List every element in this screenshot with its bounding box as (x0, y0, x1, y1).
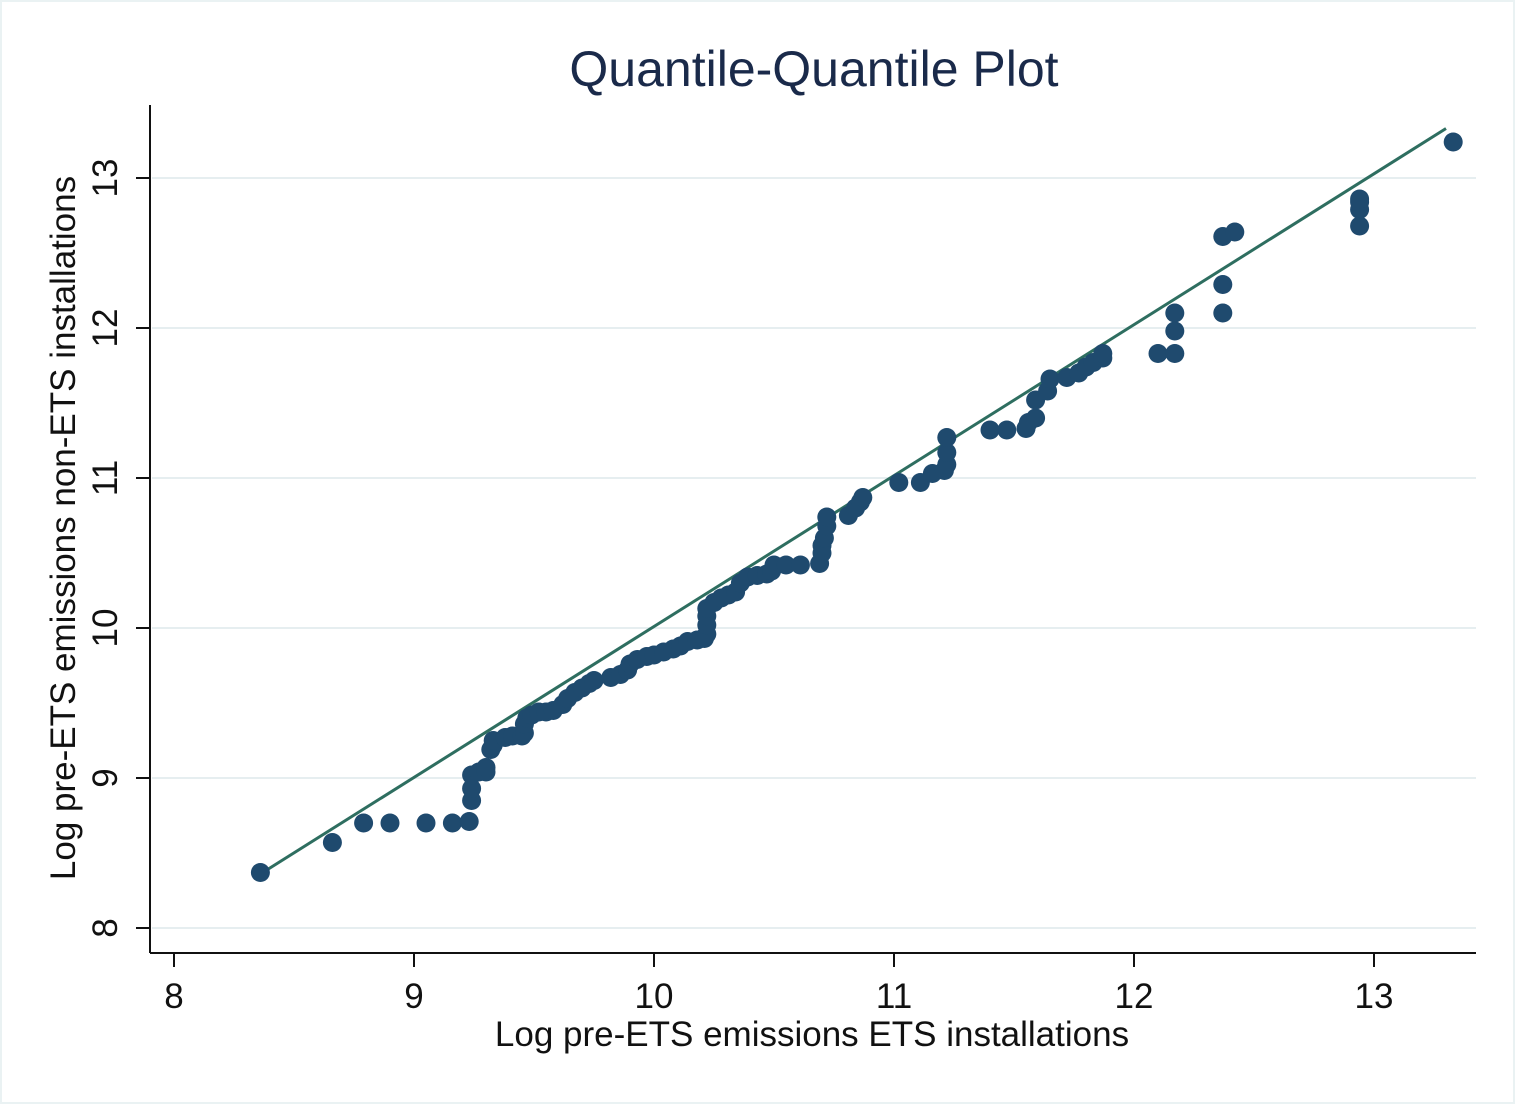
data-point-59 (776, 555, 796, 575)
data-point-3 (380, 813, 400, 833)
chart-title: Quantile-Quantile Plot (569, 41, 1058, 97)
gridlines (152, 177, 1476, 929)
y-tick-label-8: 8 (86, 918, 125, 937)
data-point-100 (1350, 216, 1370, 236)
data-point-103 (1350, 189, 1370, 209)
data-point-96 (1213, 303, 1233, 323)
data-point-92 (1148, 344, 1168, 363)
data-point-60 (790, 555, 810, 575)
x-tick-label-8: 8 (164, 977, 183, 1016)
data-point-94 (1165, 321, 1185, 341)
data-point-2 (354, 813, 374, 833)
axes: 8 9 10 11 12 13 8 9 10 11 12 13 (86, 105, 1476, 1016)
data-point-93 (1165, 344, 1185, 363)
y-tick-label-9: 9 (86, 768, 125, 787)
x-tick-label-12: 12 (1115, 977, 1154, 1016)
data-point-4 (416, 813, 436, 833)
y-tick-label-11: 11 (86, 460, 125, 496)
data-point-6 (459, 812, 479, 831)
data-point-71 (889, 473, 909, 492)
data-point-5 (442, 813, 462, 833)
data-point-31 (584, 671, 604, 690)
data-point-78 (980, 420, 1000, 440)
data-point-66 (817, 507, 837, 527)
y-tick-label-12: 12 (86, 309, 125, 348)
x-tick-label-11: 11 (876, 977, 912, 1016)
data-point-12 (476, 758, 496, 777)
data-point-77 (937, 428, 957, 447)
x-tick-label-9: 9 (404, 977, 423, 1016)
y-tick-label-10: 10 (86, 609, 125, 648)
data-point-91 (1093, 344, 1113, 363)
data-point-1 (322, 833, 342, 852)
data-point-82 (1026, 408, 1046, 428)
data-point-85 (1040, 369, 1060, 389)
data-point-76 (937, 443, 957, 462)
data-point-70 (853, 488, 873, 507)
data-point-99 (1225, 222, 1245, 242)
data-point-104 (1443, 132, 1463, 152)
data-point-95 (1165, 303, 1185, 323)
x-tick-label-13: 13 (1355, 977, 1394, 1016)
data-point-8 (462, 779, 482, 798)
x-tick-label-10: 10 (635, 977, 674, 1016)
x-axis-label: Log pre-ETS emissions ETS installations (495, 1015, 1129, 1054)
data-point-0 (250, 863, 270, 882)
data-point-97 (1213, 275, 1233, 294)
y-axis-label: Log pre-ETS emissions non-ETS installati… (44, 176, 83, 880)
y-tick-label-13: 13 (86, 159, 125, 198)
data-point-79 (997, 420, 1017, 440)
data-points (250, 132, 1463, 882)
